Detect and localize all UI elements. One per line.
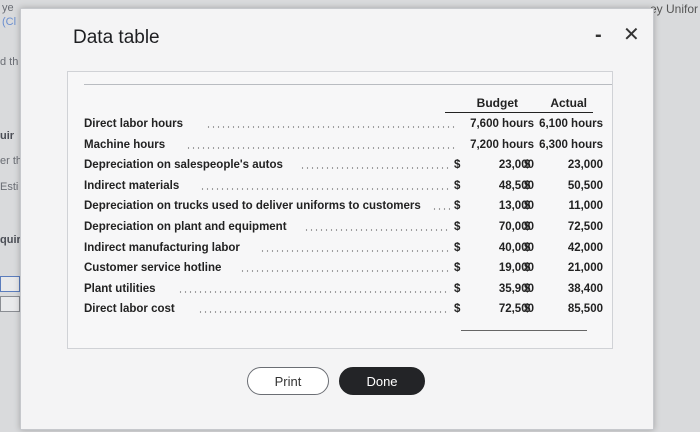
panel-divider [84, 84, 612, 85]
dialog-title: Data table [73, 27, 160, 48]
leader-dots [200, 187, 450, 190]
table-row: Depreciation on salespeople's autos $23,0… [84, 159, 603, 177]
done-button[interactable]: Done [339, 367, 425, 395]
table-bottom-rule [461, 330, 587, 331]
table-row: Direct labor hours 7,600 hours 6,100 hours [84, 118, 603, 136]
budget-value: 7,200 hours [470, 138, 534, 151]
currency-symbol: $ [524, 159, 531, 172]
currency-symbol: $ [524, 282, 531, 295]
currency-symbol: $ [454, 221, 461, 233]
actual-value: 6,100 hours [539, 118, 603, 130]
row-label: Machine hours [84, 138, 166, 151]
budget-value: 40,000 [498, 241, 534, 254]
bg-fragment: ye [2, 2, 14, 14]
currency-symbol: $ [454, 200, 461, 213]
leader-dots [186, 146, 456, 149]
leader-dots [240, 270, 450, 273]
currency-symbol: $ [524, 262, 531, 275]
actual-value: 72,500 [567, 221, 603, 233]
currency-symbol: $ [454, 282, 461, 295]
currency-symbol: $ [454, 303, 461, 316]
bg-fragment: er th [0, 155, 23, 167]
actual-value: 38,400 [567, 282, 603, 295]
table-row: Indirect materials $48,500 $50,500 [84, 179, 603, 198]
bg-fragment: quir [0, 234, 21, 246]
table-row: Plant utilities $35,900 $38,400 [84, 282, 603, 301]
column-header-actual: Actual [550, 96, 587, 110]
budget-value: 7,600 hours [470, 118, 534, 130]
row-label: Indirect materials [84, 179, 180, 192]
column-header-budget: Budget [476, 96, 518, 110]
row-label: Depreciation on salespeople's autos [84, 159, 283, 172]
budget-value: 23,000 [498, 159, 534, 172]
bg-fragment: (Cl [2, 16, 17, 28]
row-label: Depreciation on trucks used to deliver u… [84, 200, 421, 213]
actual-value: 42,000 [567, 241, 603, 254]
table-row: Depreciation on plant and equipment $70,0… [84, 221, 603, 239]
print-button[interactable]: Print [247, 367, 329, 395]
data-table-dialog: Data table - ✕ Budget Actual Direct labo… [20, 8, 654, 430]
data-table-panel: Budget Actual Direct labor hours 7,600 ho… [67, 71, 613, 349]
close-icon[interactable]: ✕ [623, 24, 640, 46]
actual-value: 85,500 [567, 303, 603, 316]
budget-value: 13,000 [498, 200, 534, 213]
actual-value: 23,000 [567, 159, 603, 172]
table-row: Machine hours 7,200 hours 6,300 hours [84, 138, 603, 157]
leader-dots [260, 249, 450, 252]
budget-value: 48,500 [498, 179, 534, 192]
actual-value: 11,000 [568, 200, 603, 213]
leader-dots [304, 229, 450, 231]
currency-symbol: $ [454, 241, 461, 254]
currency-symbol: $ [454, 262, 461, 275]
currency-symbol: $ [524, 241, 531, 254]
currency-symbol: $ [524, 200, 531, 213]
row-label: Plant utilities [84, 282, 156, 295]
bg-input-box [0, 276, 20, 292]
budget-value: 70,000 [498, 221, 534, 233]
table-row: Depreciation on trucks used to deliver u… [84, 200, 603, 218]
row-label: Direct labor cost [84, 303, 175, 316]
actual-value: 50,500 [567, 179, 603, 192]
currency-symbol: $ [454, 179, 461, 192]
leader-dots [178, 290, 450, 293]
row-label: Customer service hotline [84, 262, 222, 275]
bg-fragment: ey Unifor [649, 2, 698, 16]
budget-value: 19,000 [498, 262, 534, 275]
leader-dots [300, 167, 450, 170]
header-underline [445, 112, 593, 113]
row-label: Direct labor hours [84, 118, 184, 130]
actual-value: 6,300 hours [539, 138, 603, 151]
minimize-icon[interactable]: - [595, 24, 602, 46]
currency-symbol: $ [524, 179, 531, 192]
bg-fragment: d th [0, 56, 19, 68]
leader-dots [206, 126, 456, 128]
budget-value: 72,500 [498, 303, 534, 316]
leader-dots [432, 208, 450, 211]
table-row: Direct labor cost $72,500 $85,500 [84, 303, 603, 321]
budget-value: 35,900 [498, 282, 534, 295]
table-row: Customer service hotline $19,000 $21,000 [84, 262, 603, 280]
bg-fragment: Esti [0, 181, 19, 193]
currency-symbol: $ [524, 303, 531, 316]
table-row: Indirect manufacturing labor $40,000 $42,0… [84, 241, 603, 260]
bg-input-box [0, 296, 20, 312]
currency-symbol: $ [454, 159, 461, 172]
actual-value: 21,000 [567, 262, 603, 275]
row-label: Depreciation on plant and equipment [84, 221, 287, 233]
bg-fragment: uir [0, 130, 15, 142]
row-label: Indirect manufacturing labor [84, 241, 240, 254]
currency-symbol: $ [524, 221, 531, 233]
leader-dots [198, 311, 450, 314]
